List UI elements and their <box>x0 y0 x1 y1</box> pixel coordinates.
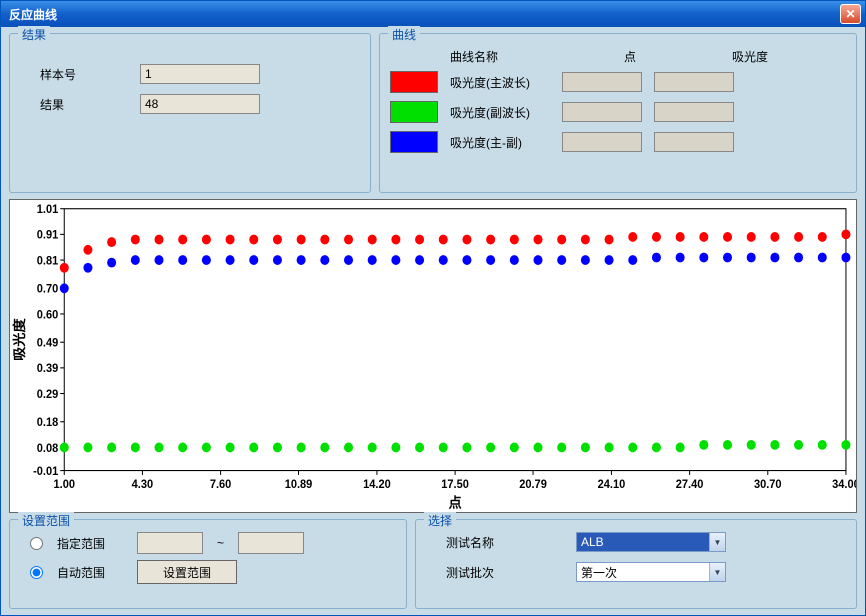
range-specify-label: 指定范围 <box>57 535 127 552</box>
curve-fieldset: 曲线 曲线名称 点 吸光度 吸光度(主波长)吸光度(副波长)吸光度(主-副) <box>379 33 857 193</box>
batch-combo[interactable]: 第一次 ▼ <box>576 562 726 582</box>
svg-text:1.00: 1.00 <box>54 479 75 491</box>
svg-text:点: 点 <box>449 494 462 511</box>
curve-rows: 吸光度(主波长) 吸光度(副波长) 吸光度(主-副) <box>390 71 846 153</box>
svg-text:0.60: 0.60 <box>37 309 58 321</box>
svg-text:1.01: 1.01 <box>37 204 59 216</box>
svg-text:0.18: 0.18 <box>37 417 59 429</box>
result-row: 结果 <box>20 94 360 114</box>
curve-row: 吸光度(主波长) <box>390 71 846 93</box>
svg-text:27.40: 27.40 <box>676 479 704 491</box>
svg-text:10.89: 10.89 <box>285 479 313 491</box>
batch-value: 第一次 <box>577 564 709 581</box>
curve-point-input[interactable] <box>562 132 642 152</box>
curve-abs-input[interactable] <box>654 132 734 152</box>
curve-legend: 曲线 <box>388 26 420 43</box>
svg-text:4.30: 4.30 <box>132 479 153 491</box>
select-legend: 选择 <box>424 512 456 529</box>
test-name-row: 测试名称 ALB ▼ <box>426 532 846 552</box>
svg-text:-0.01: -0.01 <box>33 466 59 478</box>
dialog-window: 反应曲线 ✕ 结果 样本号 结果 曲线 曲线名称 点 <box>0 0 866 616</box>
curve-name: 吸光度(主波长) <box>450 74 550 91</box>
bottom-row: 设置范围 指定范围 ~ 自动范围 设置范围 选择 测试名称 <box>9 519 857 609</box>
sample-label: 样本号 <box>40 66 140 83</box>
chart-area: -0.01 0.08 0.18 0.29 0.39 0.49 0.60 0.70 0.81 0.9… <box>9 199 857 513</box>
svg-text:0.91: 0.91 <box>37 229 59 241</box>
range-to-input[interactable] <box>238 532 304 554</box>
set-range-button[interactable]: 设置范围 <box>137 560 237 584</box>
window-title: 反应曲线 <box>9 6 57 23</box>
svg-text:0.49: 0.49 <box>37 337 58 349</box>
curve-header: 曲线名称 点 吸光度 <box>390 46 846 71</box>
curve-name: 吸光度(副波长) <box>450 104 550 121</box>
svg-text:34.00: 34.00 <box>832 479 856 491</box>
test-name-value: ALB <box>577 533 709 551</box>
test-name-combo[interactable]: ALB ▼ <box>576 532 726 552</box>
svg-text:0.70: 0.70 <box>37 283 58 295</box>
test-name-label: 测试名称 <box>446 534 576 551</box>
svg-text:0.08: 0.08 <box>37 442 59 454</box>
range-fieldset: 设置范围 指定范围 ~ 自动范围 设置范围 <box>9 519 407 609</box>
curve-name: 吸光度(主-副) <box>450 134 550 151</box>
sample-row: 样本号 <box>20 64 360 84</box>
svg-text:20.79: 20.79 <box>519 479 547 491</box>
curve-row: 吸光度(主-副) <box>390 131 846 153</box>
svg-text:17.50: 17.50 <box>441 479 469 491</box>
svg-text:24.10: 24.10 <box>598 479 626 491</box>
svg-text:14.20: 14.20 <box>363 479 391 491</box>
curve-abs-input[interactable] <box>654 102 734 122</box>
range-auto-radio[interactable] <box>30 566 43 579</box>
svg-text:0.29: 0.29 <box>37 389 58 401</box>
batch-label: 测试批次 <box>446 564 576 581</box>
svg-text:30.70: 30.70 <box>754 479 782 491</box>
range-legend: 设置范围 <box>18 512 74 529</box>
color-swatch <box>390 71 438 93</box>
svg-text:7.60: 7.60 <box>210 479 231 491</box>
curve-point-input[interactable] <box>562 102 642 122</box>
color-swatch <box>390 101 438 123</box>
curve-abs-input[interactable] <box>654 72 734 92</box>
result-label: 结果 <box>40 96 140 113</box>
color-swatch <box>390 131 438 153</box>
content-area: 结果 样本号 结果 曲线 曲线名称 点 吸光度 吸光度(主波长) 吸光度(副波长)… <box>1 27 865 615</box>
range-tilde: ~ <box>217 536 224 550</box>
header-abs: 吸光度 <box>710 48 790 65</box>
header-name: 曲线名称 <box>450 48 550 65</box>
range-from-input[interactable] <box>137 532 203 554</box>
close-icon[interactable]: ✕ <box>840 4 861 24</box>
range-auto-row: 自动范围 设置范围 <box>20 560 396 584</box>
top-row: 结果 样本号 结果 曲线 曲线名称 点 吸光度 吸光度(主波长)吸光度(副波长)… <box>9 33 857 193</box>
select-fieldset: 选择 测试名称 ALB ▼ 测试批次 第一次 ▼ <box>415 519 857 609</box>
range-specify-row: 指定范围 ~ <box>20 532 396 554</box>
range-auto-label: 自动范围 <box>57 564 127 581</box>
results-fieldset: 结果 样本号 结果 <box>9 33 371 193</box>
titlebar[interactable]: 反应曲线 ✕ <box>1 1 865 27</box>
range-specify-radio[interactable] <box>30 537 43 550</box>
curve-point-input[interactable] <box>562 72 642 92</box>
svg-text:0.81: 0.81 <box>37 255 59 267</box>
header-point: 点 <box>590 48 670 65</box>
results-legend: 结果 <box>18 26 50 43</box>
chart-svg: -0.01 0.08 0.18 0.29 0.39 0.49 0.60 0.70 0.81 0.9… <box>10 200 856 512</box>
result-input[interactable] <box>140 94 260 114</box>
curve-row: 吸光度(副波长) <box>390 101 846 123</box>
batch-row: 测试批次 第一次 ▼ <box>426 562 846 582</box>
svg-text:吸光度: 吸光度 <box>12 318 27 361</box>
svg-text:0.39: 0.39 <box>37 363 58 375</box>
chevron-down-icon[interactable]: ▼ <box>709 563 725 581</box>
chevron-down-icon[interactable]: ▼ <box>709 533 725 551</box>
sample-input[interactable] <box>140 64 260 84</box>
